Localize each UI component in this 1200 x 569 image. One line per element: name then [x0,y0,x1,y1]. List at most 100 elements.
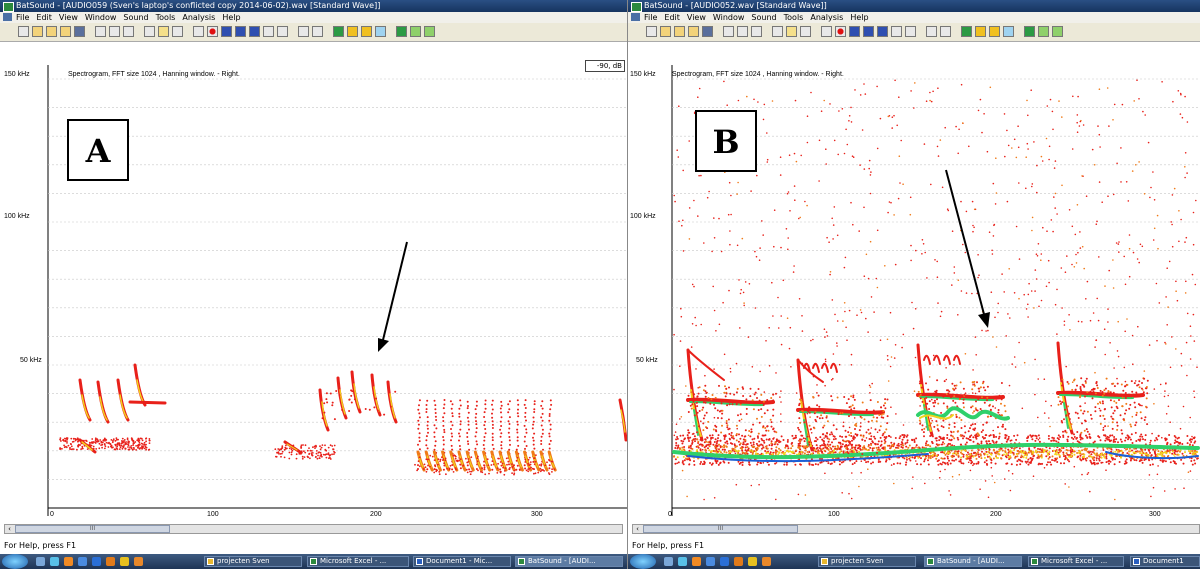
record-icon[interactable] [207,26,218,37]
quicklaunch-icon[interactable] [50,557,59,566]
measure-icon[interactable] [333,26,344,37]
spectrogram-plot[interactable]: Spectrogram, FFT size 1024 , Hanning win… [0,60,627,520]
rewind-icon[interactable] [221,26,232,37]
oscillogram-icon[interactable] [424,26,435,37]
open-folder-icon[interactable] [32,26,43,37]
menu-analysis[interactable]: Analysis [810,13,844,22]
spectrogram-icon[interactable] [989,26,1000,37]
context-help-icon[interactable] [172,26,183,37]
open-folder-icon[interactable] [60,26,71,37]
menu-help[interactable]: Help [850,13,869,22]
taskbar-item-batsound[interactable]: BatSound - [AUDI... [515,556,623,567]
menu-sound[interactable]: Sound [123,13,149,22]
scroll-left-icon[interactable]: ‹ [8,525,11,533]
play-icon[interactable] [863,26,874,37]
stop-icon[interactable] [277,26,288,37]
taskbar-item-explorer[interactable]: projecten Sven [204,556,302,567]
measure-icon[interactable] [1024,26,1035,37]
cut-icon[interactable] [95,26,106,37]
menu-edit[interactable]: Edit [664,13,680,22]
print-icon[interactable] [772,26,783,37]
zoom-out-icon[interactable] [312,26,323,37]
stop-icon[interactable] [905,26,916,37]
menu-analysis[interactable]: Analysis [182,13,216,22]
forward-icon[interactable] [877,26,888,37]
zoom-in-icon[interactable] [298,26,309,37]
cut-icon[interactable] [723,26,734,37]
play-icon[interactable] [235,26,246,37]
media-player-icon[interactable] [64,557,73,566]
spectrogram-pixel [533,432,536,435]
spectrogram-pixel [416,469,418,472]
scroll-thumb[interactable]: III [15,525,170,533]
menu-sound[interactable]: Sound [751,13,777,22]
menu-tools[interactable]: Tools [783,13,804,22]
spectrogram-pixel [974,407,977,410]
menu-window[interactable]: Window [84,13,117,22]
spectrum-icon[interactable] [347,26,358,37]
measure-icon[interactable] [961,26,972,37]
pause-icon[interactable] [263,26,274,37]
spectrogram-pixel [829,103,831,105]
new-file-icon[interactable] [18,26,29,37]
db-threshold-box[interactable]: -90, dB [585,60,625,72]
copy-icon[interactable] [737,26,748,37]
rewind-icon[interactable] [849,26,860,37]
menu-view[interactable]: View [686,13,706,22]
open-folder-icon[interactable] [660,26,671,37]
context-help-icon[interactable] [800,26,811,37]
ie-icon[interactable] [92,557,101,566]
spectrogram-canvas[interactable]: Spectrogram, FFT size 1024 , Hanning win… [628,60,1200,520]
copy-icon[interactable] [109,26,120,37]
menu-help[interactable]: Help [222,13,241,22]
chrome-icon[interactable] [120,557,129,566]
start-button[interactable] [2,554,28,569]
oscillogram-icon[interactable] [1052,26,1063,37]
taskbar-item-excel[interactable]: Microsoft Excel - ... [307,556,409,567]
menu-file[interactable]: File [644,13,658,22]
spectrogram-pixel [809,416,811,418]
save-icon[interactable] [74,26,85,37]
paste-icon[interactable] [751,26,762,37]
open-folder-icon[interactable] [688,26,699,37]
help-icon[interactable] [786,26,797,37]
menu-window[interactable]: Window [712,13,745,22]
new-file-icon[interactable] [646,26,657,37]
menu-edit[interactable]: Edit [36,13,52,22]
record-icon[interactable] [835,26,846,37]
power-spectrum-icon[interactable] [375,26,386,37]
paste-icon[interactable] [123,26,134,37]
firefox-icon[interactable] [106,557,115,566]
spectrogram-canvas[interactable]: Spectrogram, FFT size 1024 , Hanning win… [0,60,627,520]
spectrogram-pixel [681,446,684,449]
spectrum-icon[interactable] [1038,26,1049,37]
spectrogram-pixel [981,396,983,399]
open-folder-icon[interactable] [46,26,57,37]
measure-icon[interactable] [396,26,407,37]
print-icon[interactable] [144,26,155,37]
menu-tools[interactable]: Tools [155,13,176,22]
quicklaunch-icon[interactable] [36,557,45,566]
pause-icon[interactable] [891,26,902,37]
taskbar-item-word[interactable]: Document1 - Mic... [413,556,511,567]
speaker-icon[interactable] [193,26,204,37]
spectrogram-pixel [1101,394,1104,397]
save-icon[interactable] [702,26,713,37]
open-folder-icon[interactable] [674,26,685,37]
speaker-icon[interactable] [821,26,832,37]
spectrogram-plot[interactable]: Spectrogram, FFT size 1024 , Hanning win… [628,60,1200,520]
horizontal-scrollbar[interactable]: ‹ III [4,524,623,534]
zoom-in-icon[interactable] [926,26,937,37]
menu-file[interactable]: File [16,13,30,22]
help-icon[interactable] [158,26,169,37]
spectrum-icon[interactable] [975,26,986,37]
menu-view[interactable]: View [58,13,78,22]
quicklaunch-icon[interactable] [134,557,143,566]
spectrogram-pixel [823,449,826,452]
quicklaunch-icon[interactable] [78,557,87,566]
forward-icon[interactable] [249,26,260,37]
zoom-out-icon[interactable] [940,26,951,37]
spectrum-icon[interactable] [410,26,421,37]
spectrogram-icon[interactable] [361,26,372,37]
power-spectrum-icon[interactable] [1003,26,1014,37]
